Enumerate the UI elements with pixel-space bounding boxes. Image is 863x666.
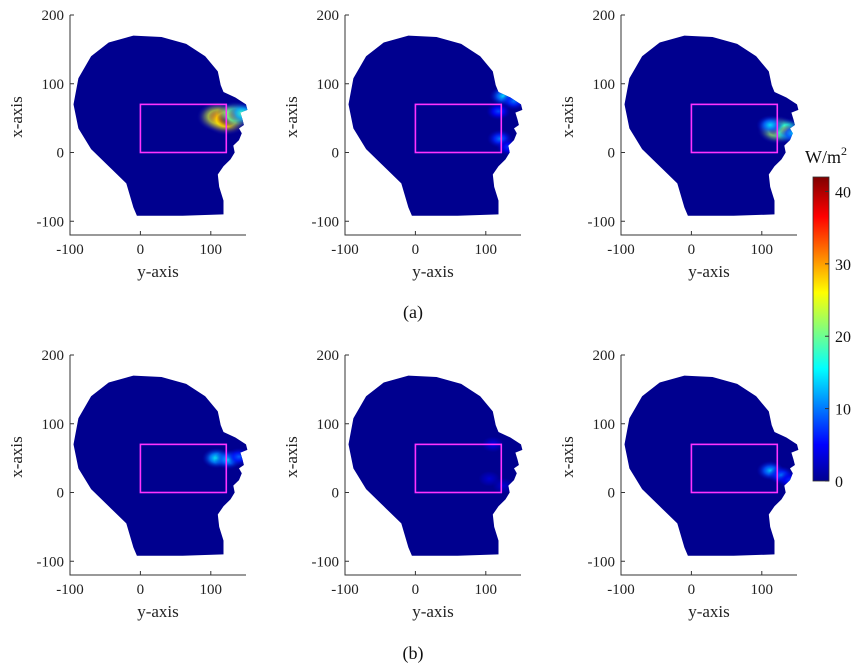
y-tick-label: -100	[588, 214, 616, 230]
colorbar-tick-label: 10	[835, 402, 851, 419]
y-tick-label: 0	[57, 146, 65, 162]
x-tick-label: -100	[607, 582, 635, 598]
x-tick-label: 100	[200, 582, 223, 598]
head-silhouette	[348, 375, 523, 556]
x-tick-label: -100	[607, 242, 635, 258]
x-axis-label: y-axis	[688, 262, 730, 281]
colorbar: W/m2 0 10 20 30 40	[805, 144, 851, 491]
x-tick-label: 100	[200, 242, 223, 258]
y-tick-label: -100	[37, 554, 65, 570]
caption-a: (a)	[403, 302, 423, 323]
head-silhouette	[348, 35, 523, 216]
y-tick-label: 100	[42, 417, 65, 433]
head-silhouette	[73, 35, 248, 216]
colorbar-unit: W/m2	[805, 144, 847, 167]
y-tick-label: 200	[317, 348, 340, 364]
hotspot	[778, 471, 799, 489]
y-axis-label: x-axis	[7, 436, 26, 478]
x-tick-label: 0	[688, 582, 696, 598]
x-tick-label: -100	[331, 242, 359, 258]
y-axis-label: x-axis	[558, 436, 577, 478]
y-axis-label: x-axis	[282, 436, 301, 478]
y-tick-label: 200	[593, 348, 616, 364]
x-tick-label: 0	[688, 242, 696, 258]
hotspot	[486, 102, 511, 120]
colorbar-tick-label: 0	[835, 474, 843, 491]
colorbar-tick-label: 20	[835, 329, 851, 346]
mask-rectangle	[414, 443, 503, 494]
y-tick-label: 100	[593, 77, 616, 93]
panel-b1: -100 0 100 -100 0 100 200 y-axis x-axis	[7, 348, 248, 621]
panel-b3: -100 0 100 -100 0 100 200 y-axis x-axis	[558, 348, 799, 621]
y-tick-label: 0	[332, 146, 340, 162]
x-axis-label: y-axis	[412, 602, 454, 621]
caption-b: (b)	[403, 643, 424, 664]
mask-rectangle	[690, 103, 779, 154]
x-tick-label: 0	[412, 582, 420, 598]
mask-rectangle	[139, 443, 228, 494]
y-tick-label: 200	[42, 348, 65, 364]
x-axis-label: y-axis	[412, 262, 454, 281]
x-tick-label: 0	[137, 582, 145, 598]
panel-b2: -100 0 100 -100 0 100 200 y-axis x-axis	[282, 348, 523, 621]
x-axis-label: y-axis	[137, 602, 179, 621]
x-axis-label: y-axis	[688, 602, 730, 621]
y-tick-label: -100	[312, 214, 340, 230]
x-tick-label: 100	[475, 242, 498, 258]
y-tick-label: -100	[312, 554, 340, 570]
y-tick-label: 100	[42, 77, 65, 93]
y-tick-label: 200	[593, 8, 616, 24]
y-tick-label: 100	[593, 417, 616, 433]
y-tick-label: -100	[588, 554, 616, 570]
y-tick-label: 0	[332, 486, 340, 502]
head-silhouette	[624, 375, 799, 556]
head-silhouette	[624, 35, 799, 216]
x-tick-label: 0	[412, 242, 420, 258]
mask-rectangle	[690, 443, 779, 494]
x-axis-label: y-axis	[137, 262, 179, 281]
y-tick-label: 100	[317, 77, 340, 93]
head-silhouette	[73, 375, 248, 556]
y-axis-label: x-axis	[7, 96, 26, 138]
hotspots	[756, 115, 799, 145]
x-tick-label: -100	[56, 242, 84, 258]
colorbar-gradient	[812, 176, 830, 482]
y-axis-label: x-axis	[558, 96, 577, 138]
colorbar-tick-label: 40	[835, 184, 851, 201]
panel-a2: -100 0 100 -100 0 100 200 y-axis x-axis	[282, 8, 523, 281]
hotspot	[778, 123, 799, 143]
y-tick-label: 100	[317, 417, 340, 433]
x-tick-label: -100	[56, 582, 84, 598]
hotspot	[492, 477, 515, 494]
mask-rectangle	[139, 103, 228, 154]
y-axis-label: x-axis	[282, 96, 301, 138]
hotspot	[227, 102, 248, 125]
hotspot	[226, 447, 248, 466]
y-tick-label: 0	[57, 486, 65, 502]
x-tick-label: 100	[751, 582, 774, 598]
y-tick-label: 200	[317, 8, 340, 24]
x-tick-label: 100	[751, 242, 774, 258]
panel-a3: -100 0 100 -100 0 100 200 y-axis x-axis	[558, 8, 799, 281]
y-tick-label: 0	[608, 486, 616, 502]
y-tick-label: 0	[608, 146, 616, 162]
panel-a1: -100 0 100 -100 0 100 200 y-axis x-axis	[7, 8, 248, 281]
x-tick-label: 0	[137, 242, 145, 258]
x-tick-label: -100	[331, 582, 359, 598]
y-tick-label: -100	[37, 214, 65, 230]
colorbar-tick-label: 30	[835, 257, 851, 274]
x-tick-label: 100	[475, 582, 498, 598]
y-tick-label: 200	[42, 8, 65, 24]
mask-rectangle	[414, 103, 503, 154]
